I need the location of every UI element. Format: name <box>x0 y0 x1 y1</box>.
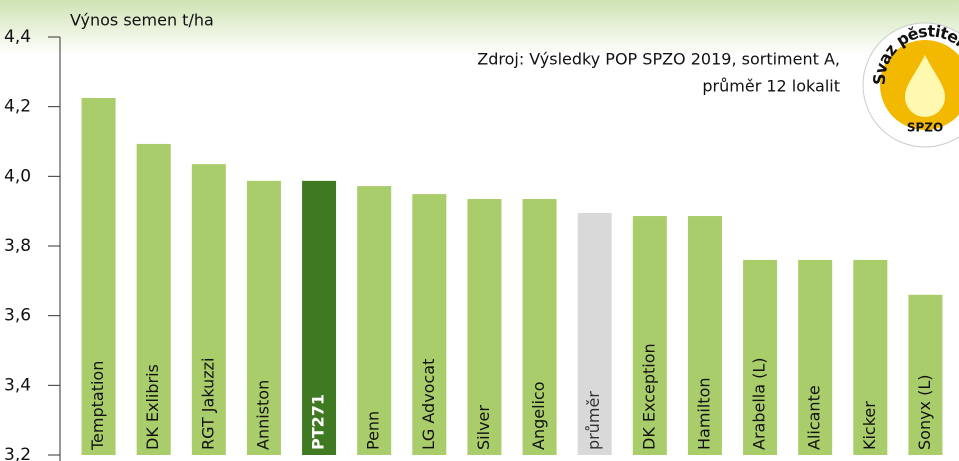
category-label: Silver <box>474 405 493 450</box>
y-tick-label: 4,0 <box>4 166 31 186</box>
source-line: průměr 12 lokalit <box>702 77 840 96</box>
y-axis-label: Výnos semen t/ha <box>70 11 214 30</box>
chart: Výnos semen t/ha Zdroj: Výsledky POP SPZ… <box>0 0 959 461</box>
category-label: Penn <box>364 411 383 450</box>
category-label: Anniston <box>253 380 272 450</box>
category-label: Angelico <box>529 381 548 450</box>
category-label: DK Exception <box>639 343 658 450</box>
y-tick-label: 3,8 <box>4 236 31 256</box>
category-label: Alicante <box>805 385 824 450</box>
y-tick-label: 3,2 <box>4 445 31 461</box>
logo-text: SPZO <box>907 121 943 135</box>
y-tick-label: 3,4 <box>4 375 31 395</box>
category-label: Hamilton <box>694 377 713 450</box>
category-label: průměr <box>584 391 603 450</box>
y-tick-label: 4,2 <box>4 97 31 117</box>
y-tick-label: 4,4 <box>4 27 31 47</box>
category-label: Arabella (L) <box>750 357 769 450</box>
category-label: Kicker <box>860 401 879 450</box>
category-label: Sonyx (L) <box>915 374 934 450</box>
category-label: PT271 <box>309 394 328 450</box>
source-line: Zdroj: Výsledky POP SPZO 2019, sortiment… <box>477 50 840 69</box>
y-tick-label: 3,6 <box>4 306 31 326</box>
category-label: RGT Jakuzzi <box>198 358 217 450</box>
category-label: LG Advocat <box>419 359 438 450</box>
category-label: Temptation <box>88 361 107 451</box>
category-label: DK Exlibris <box>143 364 162 450</box>
